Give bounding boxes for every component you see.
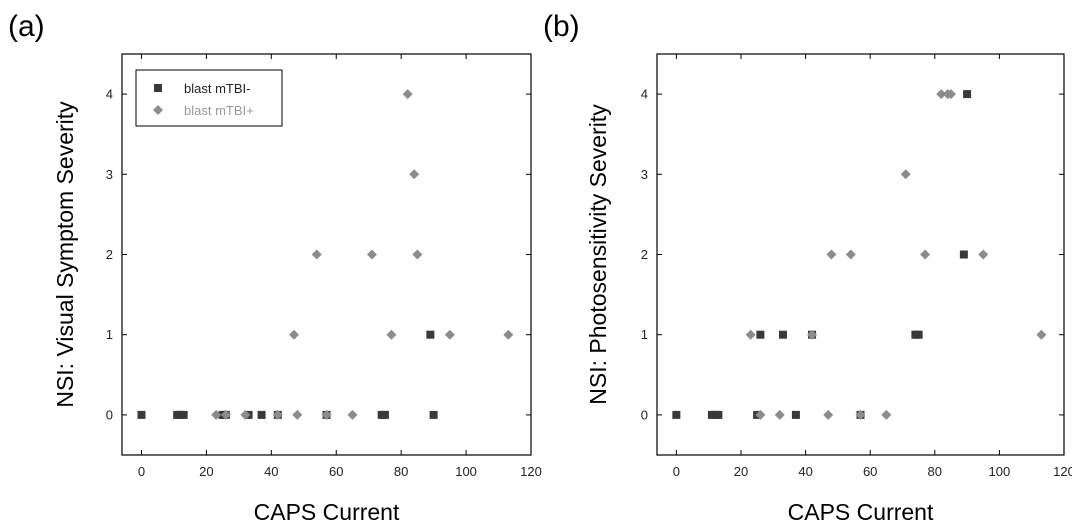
y-tick-label: 4 — [641, 87, 648, 102]
data-point-blast-mtbi-pos — [292, 409, 303, 420]
x-tick-label: 80 — [928, 464, 942, 479]
y-tick-label: 2 — [106, 247, 113, 262]
data-point-blast-mtbi-pos — [211, 409, 222, 420]
x-tick-label: 0 — [138, 464, 145, 479]
y-tick-label: 3 — [106, 167, 113, 182]
data-point-blast-mtbi-pos — [220, 409, 231, 420]
x-tick-label: 80 — [394, 464, 408, 479]
data-point-blast-mtbi-neg — [714, 410, 723, 419]
data-point-blast-mtbi-neg — [380, 410, 389, 419]
data-point-blast-mtbi-pos — [311, 249, 322, 260]
data-point-blast-mtbi-pos — [366, 249, 377, 260]
data-point-blast-mtbi-pos — [503, 329, 514, 340]
data-point-blast-mtbi-pos — [289, 329, 300, 340]
data-point-blast-mtbi-neg — [137, 410, 146, 419]
x-tick-label: 120 — [520, 464, 542, 479]
panel-b: (b) 0 20 40 60 80 100 120 0 1 2 3 4 CAPS Current NSI: … — [543, 10, 1072, 523]
data-point-blast-mtbi-pos — [755, 409, 766, 420]
x-tick-label: 40 — [798, 464, 812, 479]
x-tick-label: 100 — [455, 464, 477, 479]
data-point-blast-mtbi-neg — [756, 330, 765, 339]
y-tick-label: 1 — [641, 327, 648, 342]
data-point-blast-mtbi-pos — [881, 409, 892, 420]
data-point-blast-mtbi-neg — [963, 90, 972, 99]
data-point-blast-mtbi-neg — [179, 410, 188, 419]
panel-label: (b) — [543, 10, 580, 43]
data-point-blast-mtbi-pos — [347, 409, 358, 420]
plot-frame — [656, 53, 1065, 456]
x-tick-label: 60 — [329, 464, 343, 479]
data-point-blast-mtbi-pos — [321, 409, 332, 420]
x-tick-label: 60 — [863, 464, 877, 479]
panel-label: (a) — [8, 10, 45, 43]
data-point-blast-mtbi-pos — [409, 169, 420, 180]
data-point-blast-mtbi-pos — [444, 329, 455, 340]
data-point-blast-mtbi-pos — [978, 249, 989, 260]
data-point-blast-mtbi-pos — [826, 249, 837, 260]
legend-marker — [153, 105, 163, 115]
data-point-blast-mtbi-pos — [386, 329, 397, 340]
x-tick-label: 20 — [734, 464, 748, 479]
y-axis-title: NSI: Visual Symptom Severity — [52, 101, 78, 408]
legend-entry: blast mTBI- — [184, 81, 250, 96]
y-tick-label: 2 — [641, 247, 648, 262]
data-point-blast-mtbi-pos — [920, 249, 931, 260]
data-point-blast-mtbi-pos — [412, 249, 423, 260]
data-point-blast-mtbi-pos — [402, 89, 413, 100]
data-point-blast-mtbi-pos — [1036, 329, 1047, 340]
y-tick-label: 1 — [106, 327, 113, 342]
data-point-blast-mtbi-neg — [426, 330, 435, 339]
x-axis-title: CAPS Current — [788, 499, 934, 523]
legend-entry: blast mTBI+ — [184, 103, 254, 118]
data-point-blast-mtbi-pos — [823, 409, 834, 420]
data-point-blast-mtbi-neg — [257, 410, 266, 419]
data-point-blast-mtbi-pos — [845, 249, 856, 260]
y-tick-label: 4 — [106, 87, 113, 102]
data-point-blast-mtbi-pos — [807, 329, 818, 340]
y-tick-label: 3 — [641, 167, 648, 182]
x-tick-label: 0 — [673, 464, 680, 479]
data-point-blast-mtbi-pos — [855, 409, 866, 420]
data-point-blast-mtbi-neg — [778, 330, 787, 339]
data-point-blast-mtbi-pos — [774, 409, 785, 420]
x-tick-label: 40 — [264, 464, 278, 479]
x-tick-label: 20 — [199, 464, 213, 479]
x-tick-label: 120 — [1053, 464, 1072, 479]
data-point-blast-mtbi-pos — [945, 89, 956, 100]
y-axis-title: NSI: Photosensitivity Severity — [585, 104, 611, 405]
data-point-blast-mtbi-neg — [429, 410, 438, 419]
data-point-blast-mtbi-neg — [959, 250, 968, 259]
data-point-blast-mtbi-pos — [936, 89, 947, 100]
y-tick-label: 0 — [641, 407, 648, 422]
y-tick-label: 0 — [106, 407, 113, 422]
data-point-blast-mtbi-pos — [272, 409, 283, 420]
data-point-blast-mtbi-neg — [791, 410, 800, 419]
legend-box — [135, 69, 283, 127]
data-point-blast-mtbi-neg — [914, 330, 923, 339]
x-tick-label: 100 — [989, 464, 1011, 479]
data-point-blast-mtbi-pos — [745, 329, 756, 340]
legend-marker — [154, 84, 162, 92]
data-point-blast-mtbi-pos — [240, 409, 251, 420]
panel-a: (a) 0 20 40 60 80 100 120 0 1 2 3 4 CAPS Current NSI: … — [8, 10, 542, 523]
data-point-blast-mtbi-neg — [672, 410, 681, 419]
x-axis-title: CAPS Current — [254, 499, 400, 523]
data-point-blast-mtbi-pos — [900, 169, 911, 180]
